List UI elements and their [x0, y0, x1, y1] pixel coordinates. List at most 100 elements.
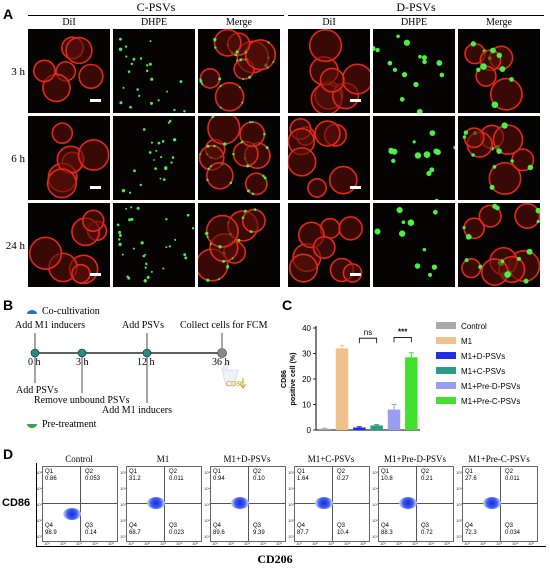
- timepoint-0h: [30, 348, 40, 358]
- significance-bracket-0: [358, 337, 378, 344]
- quadrant-q1-value: 1.64: [297, 476, 309, 482]
- below-label-12h: Add M1 inducers: [102, 405, 172, 416]
- micrograph-c-psvs-merge-3h: [198, 29, 280, 113]
- micrograph-d-psvs-dii-6h: [288, 116, 370, 200]
- micrograph-d-psvs-dii-24h: [288, 203, 370, 287]
- y-tick-label: 10⁵: [372, 470, 379, 475]
- x-tick-label: 10³: [412, 541, 418, 546]
- scale-bar: [350, 99, 361, 102]
- flow-plot-m1-c-psvs: Q1 1.64 Q2 0.27 Q4 87.7 Q3 10.4: [294, 466, 370, 542]
- cd86-bar-chart: 0 10 20 30 40 CD86 positive cell (%) ns *** Contr…: [281, 322, 520, 435]
- quadrant-q2-value: 0.21: [421, 476, 433, 482]
- flow-plot-m1: Q1 31.2 Q2 0.011 Q4 68.7 Q3 0.023: [126, 466, 202, 542]
- micrograph-d-psvs-dhpe-6h: [373, 116, 455, 200]
- quadrant-q1-value: 0.94: [213, 476, 225, 482]
- y-tick-label: 10⁴: [288, 486, 295, 491]
- micrograph-c-psvs-dhpe-3h: [113, 29, 195, 113]
- timeline-diagram: [27, 310, 247, 428]
- micrograph-c-psvs-dii-6h: [28, 116, 110, 200]
- significance-label-1: ***: [398, 327, 408, 336]
- y-axis-label: CD86 positive cell (%): [281, 353, 297, 406]
- significance-bracket-1: [393, 337, 412, 343]
- quadrant-q4: Q4 72.3: [465, 523, 477, 536]
- y-tick-label: 10²: [120, 518, 126, 523]
- y-tick-label: 10⁴: [204, 486, 211, 491]
- flow-plot-title-m1-pre-c-psvs: M1+Pre-C-PSVs: [468, 454, 530, 464]
- y-tick-label: 10²: [372, 518, 378, 523]
- x-tick-label: 10¹: [128, 541, 134, 546]
- y-tick-label: 10³: [288, 502, 294, 507]
- scale-bar: [90, 99, 101, 102]
- quadrant-q2: Q2 0.10: [253, 469, 265, 482]
- y-tick-label: 10²: [204, 518, 210, 523]
- quadrant-q4: Q4 68.7: [129, 523, 141, 536]
- micrograph-c-psvs-dhpe-6h: [113, 116, 195, 200]
- col-header-merge-d: Merge: [486, 17, 512, 28]
- legend-label-M1+Pre-C-PSVs: M1+Pre-C-PSVs: [461, 397, 520, 406]
- y-tick-label: 10⁵: [288, 470, 295, 475]
- y-tick-label: 10³: [36, 502, 42, 507]
- y-tick-label: 10²: [288, 518, 294, 523]
- x-tick-label: 10⁵: [108, 541, 115, 546]
- flow-plot-title-control: Control: [65, 454, 93, 464]
- flow-plot-m1-d-psvs: Q1 0.94 Q2 0.10 Q4 89.6 Q3 9.39: [210, 466, 286, 542]
- y-tick-label: 10¹: [456, 534, 462, 539]
- quadrant-q2: Q2 0.011: [505, 469, 520, 482]
- flow-plot-title-m1-pre-d-psvs: M1+Pre-D-PSVs: [383, 454, 447, 464]
- micrograph-d-psvs-merge-3h: [458, 29, 540, 113]
- panel-a-label: A: [3, 6, 14, 22]
- flow-plot-control: Q1 0.86 Q2 0.053 Q4 98.9 Q3 0.14: [42, 466, 118, 542]
- legend-label-M1+D-PSVs: M1+D-PSVs: [461, 352, 505, 361]
- micrograph-c-psvs-dii-24h: [28, 203, 110, 287]
- x-tick-label: 10⁵: [444, 541, 451, 546]
- quadrant-q2: Q2 0.053: [85, 469, 101, 482]
- y-tick-label: 10³: [372, 502, 378, 507]
- timepoint-12h: [142, 348, 152, 358]
- quadrant-q4-value: 68.7: [129, 530, 141, 536]
- below-label-0h: Add PSVs: [16, 385, 58, 396]
- x-tick-label: 10³: [244, 541, 250, 546]
- x-tick-label: 10³: [328, 541, 334, 546]
- x-tick-label: 10¹: [44, 541, 50, 546]
- y-tick-label: 10⁴: [120, 486, 127, 491]
- y-tick-label: 10¹: [120, 534, 126, 539]
- y-tick-label: 10⁵: [204, 470, 211, 475]
- x-tick-label: 10³: [76, 541, 82, 546]
- group-title-c-psvs: C-PSVs: [136, 0, 176, 14]
- time-label-36h: 36 h: [212, 357, 230, 368]
- legend-swatch-M1+D-PSVs: [436, 352, 456, 359]
- quadrant-q2-value: 0.10: [253, 476, 265, 482]
- above-label-0h: Add M1 inducers: [15, 320, 85, 331]
- quadrant-q2-value: 0.27: [337, 476, 349, 482]
- quadrant-q1: Q1 27.6: [465, 469, 477, 482]
- flow-plot-title-m1: M1: [156, 454, 170, 464]
- y-tick-label: 10⁵: [36, 470, 43, 475]
- panel-c-label: C: [282, 297, 293, 313]
- col-header-dhpe-d: DHPE: [400, 17, 428, 28]
- y-tick-label: 10³: [204, 502, 210, 507]
- above-label-36h: Collect cells for FCM: [180, 320, 268, 331]
- below-label-3h: Remove unbound PSVs: [34, 395, 130, 406]
- flow-plot-title-m1-d-psvs: M1+D-PSVs: [223, 454, 271, 464]
- y-tick-label: 10¹: [204, 534, 210, 539]
- legend-swatch-Control: [436, 322, 456, 329]
- significance-label-0: ns: [364, 328, 372, 337]
- micrograph-d-psvs-dii-3h: [288, 29, 370, 113]
- legend-label-M1+C-PSVs: M1+C-PSVs: [461, 367, 505, 376]
- y-tick-label: 10¹: [372, 534, 378, 539]
- x-tick-label: 10²: [480, 541, 486, 546]
- x-tick-label: 10²: [312, 541, 318, 546]
- x-tick-label: 10¹: [464, 541, 470, 546]
- x-tick-label: 10¹: [296, 541, 302, 546]
- quadrant-q2: Q2 0.21: [421, 469, 433, 482]
- x-tick-label: 10⁵: [360, 541, 367, 546]
- quadrant-q3: Q3 9.39: [253, 523, 265, 536]
- micrograph-d-psvs-merge-6h: [458, 116, 540, 200]
- cell-population: [63, 508, 81, 520]
- legend-label-Control: Control: [461, 322, 487, 331]
- quadrant-q4-value: 72.3: [465, 530, 477, 536]
- quadrant-q1: Q1 0.86: [45, 469, 57, 482]
- y-tick-label: 10¹: [288, 534, 294, 539]
- legend-swatch-M1+C-PSVs: [436, 367, 456, 374]
- group-divider-d: [288, 15, 544, 16]
